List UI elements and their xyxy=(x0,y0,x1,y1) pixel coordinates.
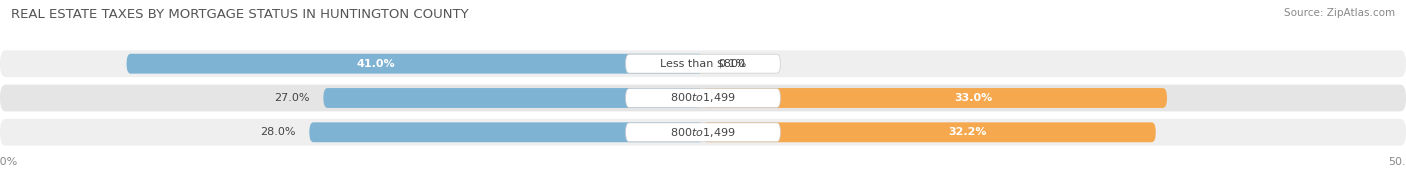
FancyBboxPatch shape xyxy=(309,122,703,142)
FancyBboxPatch shape xyxy=(0,50,1406,77)
Text: REAL ESTATE TAXES BY MORTGAGE STATUS IN HUNTINGTON COUNTY: REAL ESTATE TAXES BY MORTGAGE STATUS IN … xyxy=(11,8,468,21)
FancyBboxPatch shape xyxy=(626,54,780,73)
Text: $800 to $1,499: $800 to $1,499 xyxy=(671,92,735,104)
Text: $800 to $1,499: $800 to $1,499 xyxy=(671,126,735,139)
FancyBboxPatch shape xyxy=(626,123,780,142)
Text: Source: ZipAtlas.com: Source: ZipAtlas.com xyxy=(1284,8,1395,18)
FancyBboxPatch shape xyxy=(703,88,1167,108)
Text: 32.2%: 32.2% xyxy=(949,127,987,137)
FancyBboxPatch shape xyxy=(323,88,703,108)
FancyBboxPatch shape xyxy=(626,89,780,107)
Text: Less than $800: Less than $800 xyxy=(661,59,745,69)
FancyBboxPatch shape xyxy=(127,54,703,74)
Text: 28.0%: 28.0% xyxy=(260,127,295,137)
FancyBboxPatch shape xyxy=(0,119,1406,146)
FancyBboxPatch shape xyxy=(0,85,1406,111)
Text: 27.0%: 27.0% xyxy=(274,93,309,103)
Text: 0.1%: 0.1% xyxy=(718,59,747,69)
FancyBboxPatch shape xyxy=(703,122,1156,142)
Text: 33.0%: 33.0% xyxy=(955,93,993,103)
Text: 41.0%: 41.0% xyxy=(357,59,395,69)
FancyBboxPatch shape xyxy=(703,54,704,74)
